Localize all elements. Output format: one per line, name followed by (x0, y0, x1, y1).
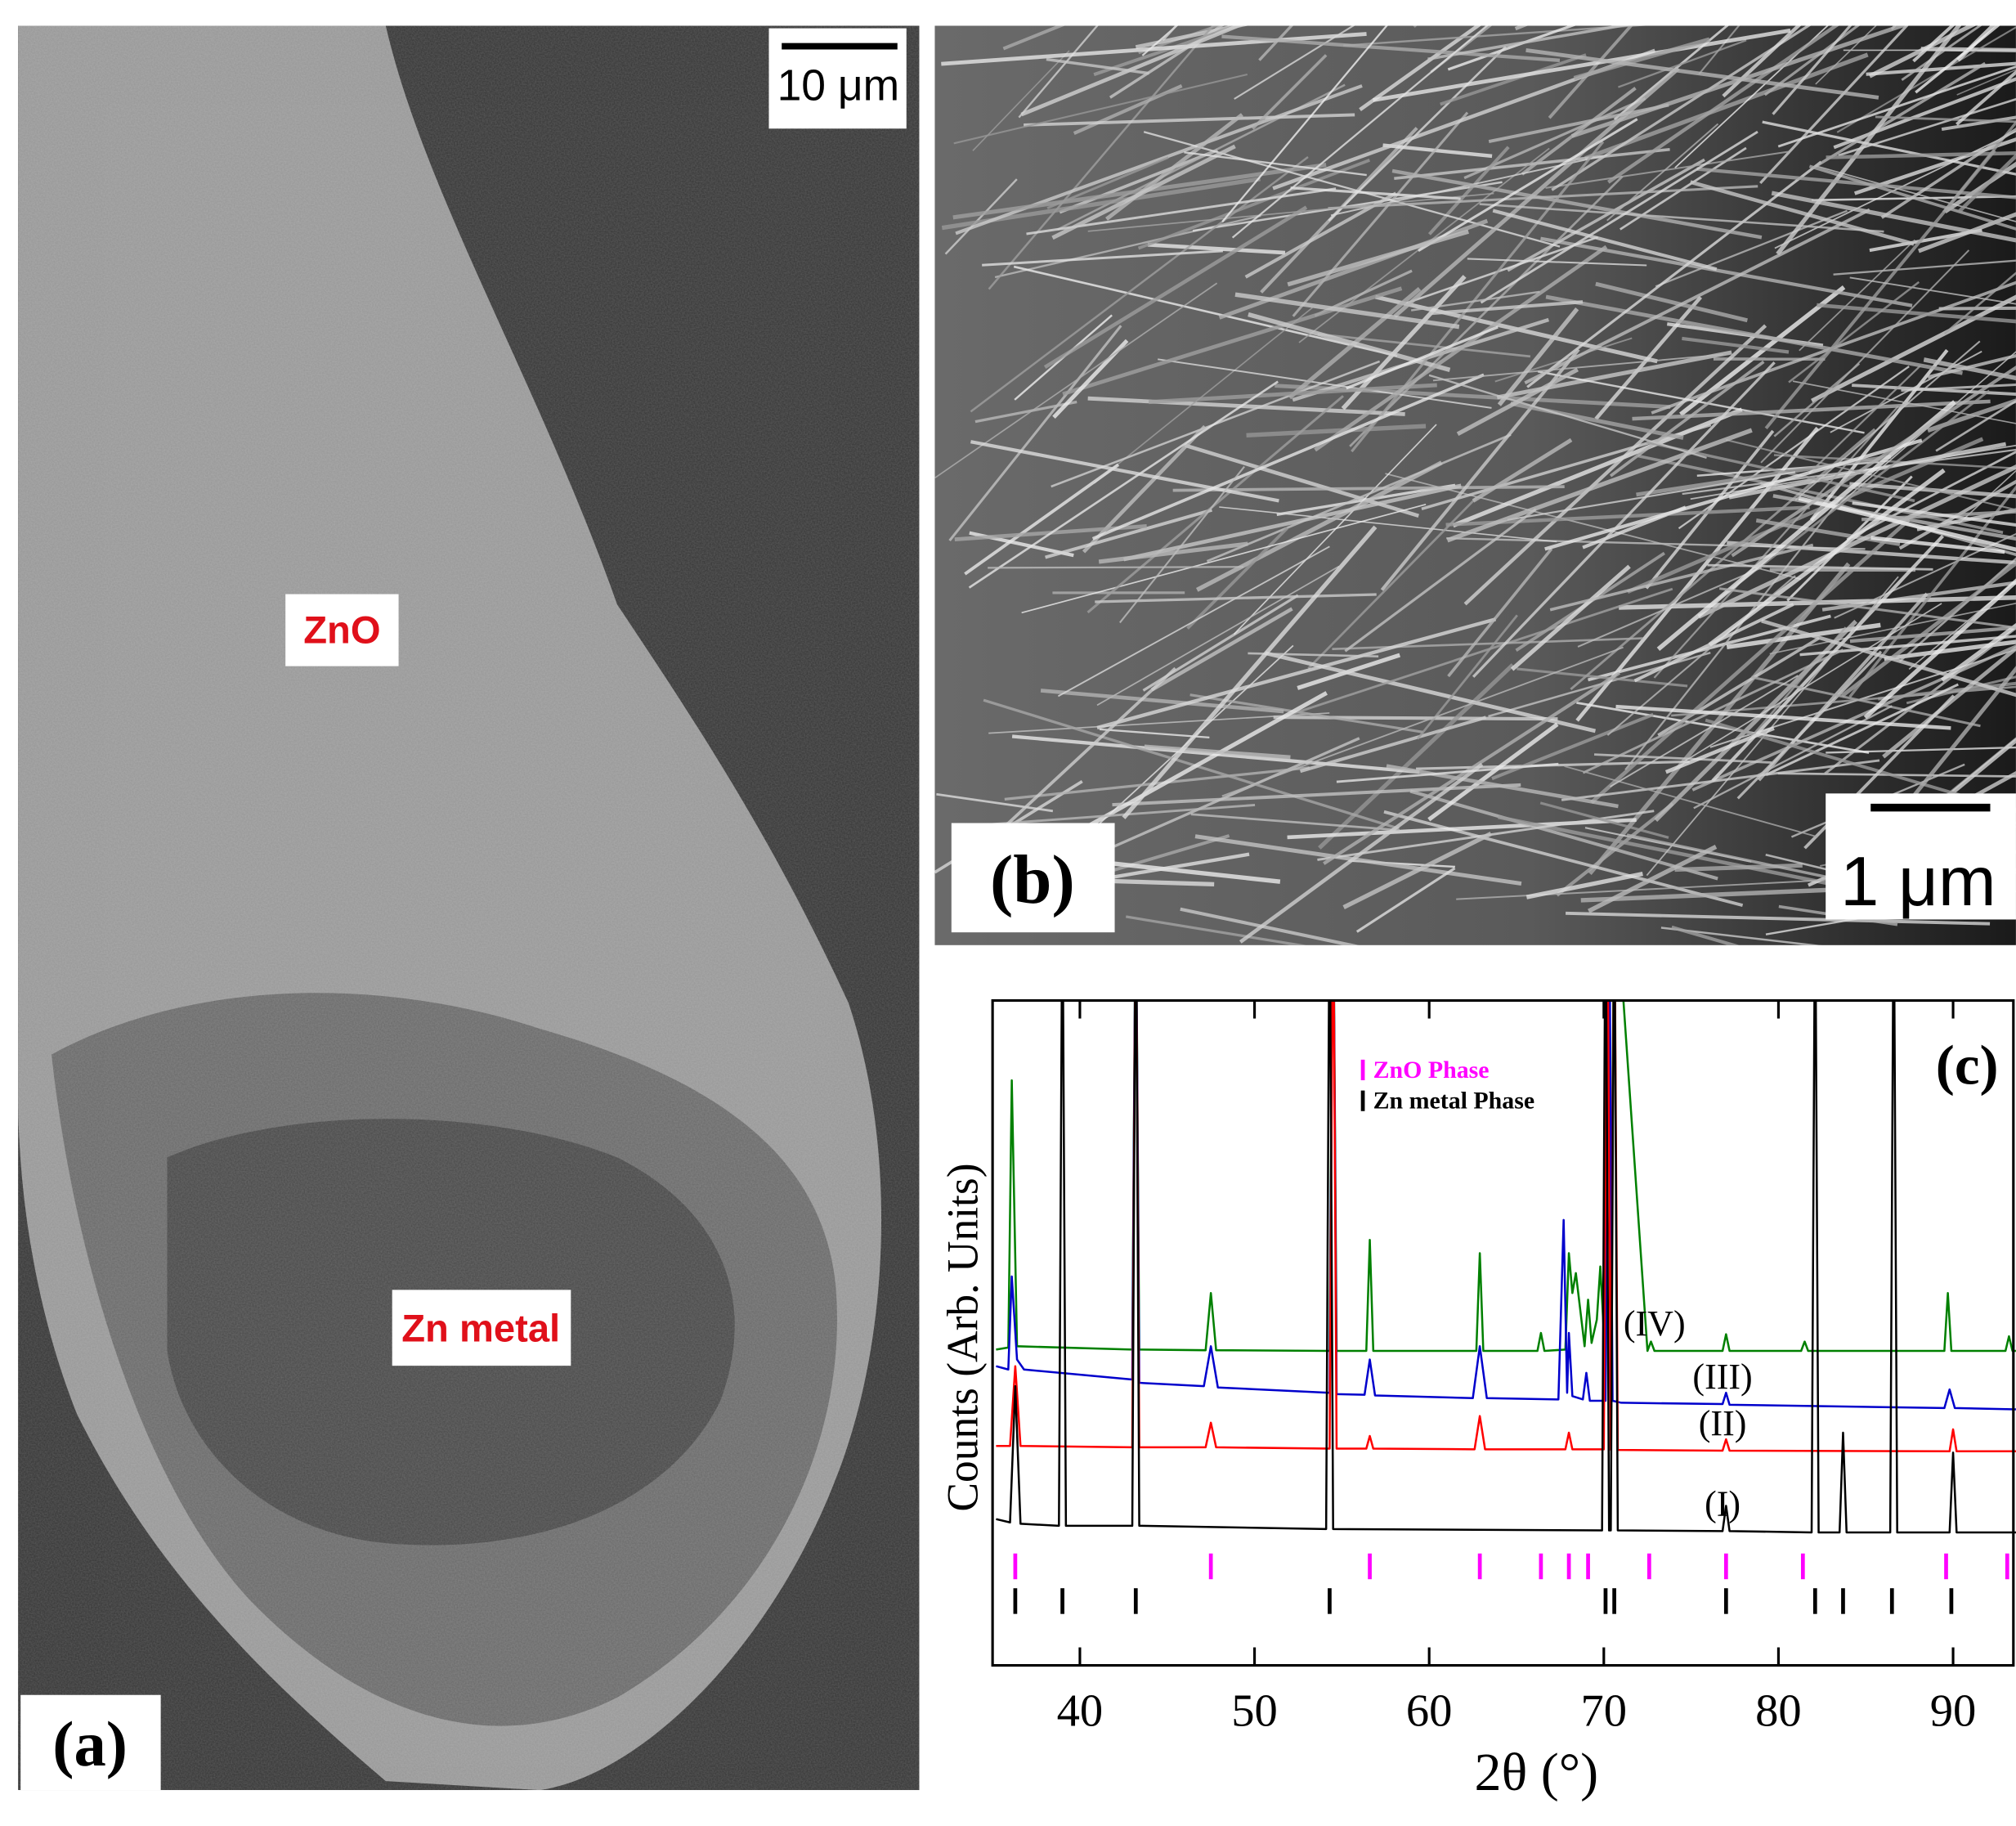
x-tick-label: 70 (1581, 1685, 1628, 1736)
xrd-chart: (c) 2θ (°) Counts (Arb. Units) 40 50 60 70 8… (938, 868, 2016, 1802)
nanowire (1413, 0, 1510, 27)
x-tick-label: 50 (1231, 1685, 1278, 1736)
series-label: (I) (1705, 1483, 1740, 1523)
nanowire (1274, 717, 1558, 719)
panel-label: (b) (990, 841, 1075, 918)
sem-texture (18, 25, 919, 1790)
scale-bar-label: 10 μm (777, 62, 900, 110)
series-label: (III) (1692, 1357, 1752, 1397)
x-tick-label: 60 (1406, 1685, 1453, 1736)
x-tick-label: 40 (1057, 1685, 1104, 1736)
sem-image-a (18, 25, 919, 1790)
nanowire (988, 567, 1243, 568)
figure: 10 μm ZnO Zn metal (a) (b) 1 μm (c) 2θ (… (0, 0, 2016, 1826)
page: {"panels": [ {"label": "(a)", "scale_bar… (0, 0, 2016, 1826)
nanowire (1892, 0, 2016, 29)
x-axis-label: 2θ (°) (1475, 1743, 1599, 1802)
legend-label: Zn metal Phase (1373, 1088, 1534, 1115)
legend-label: ZnO Phase (1373, 1057, 1490, 1083)
nanowire (1516, 0, 1893, 29)
series-label: (II) (1699, 1403, 1747, 1443)
panel-label: (c) (1936, 1034, 1999, 1097)
x-tick-label: 90 (1930, 1685, 1977, 1736)
annotation: ZnO (303, 608, 380, 651)
series-label: (IV) (1624, 1303, 1686, 1344)
y-axis-label: Counts (Arb. Units) (938, 1163, 987, 1511)
x-tick-label: 80 (1755, 1685, 1802, 1736)
annotation: Zn metal (401, 1306, 560, 1349)
panel-label: (a) (52, 1709, 128, 1780)
scale-bar-label: 1 μm (1840, 842, 1996, 920)
